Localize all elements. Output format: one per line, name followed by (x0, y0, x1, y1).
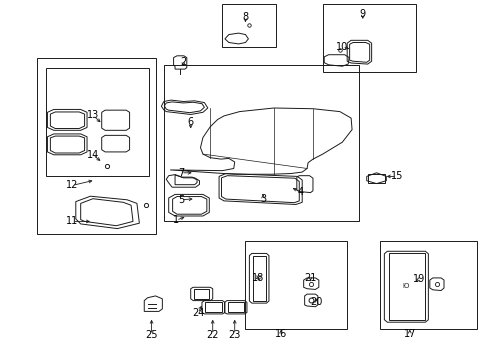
Text: 18: 18 (251, 273, 264, 283)
Text: 7: 7 (178, 168, 183, 178)
Text: 4: 4 (297, 186, 303, 197)
Text: 5: 5 (178, 195, 183, 205)
Text: 16: 16 (274, 329, 287, 339)
Text: 19: 19 (412, 274, 425, 284)
Text: 11: 11 (66, 216, 79, 226)
Text: 15: 15 (390, 171, 403, 181)
Text: 21: 21 (304, 273, 316, 283)
Text: 2: 2 (180, 57, 186, 67)
Text: 13: 13 (86, 110, 99, 120)
Text: IO: IO (401, 283, 409, 289)
Text: 1: 1 (173, 215, 179, 225)
Text: 9: 9 (359, 9, 365, 19)
Text: 3: 3 (260, 194, 265, 204)
Text: 6: 6 (187, 117, 193, 127)
Text: 12: 12 (66, 180, 79, 190)
Text: 10: 10 (335, 42, 348, 52)
Text: 14: 14 (86, 150, 99, 160)
Text: IO: IO (255, 275, 262, 280)
Text: 17: 17 (403, 329, 415, 339)
Text: 8: 8 (242, 12, 248, 22)
Text: 25: 25 (145, 330, 158, 340)
Text: 24: 24 (191, 308, 204, 318)
Text: 20: 20 (309, 297, 322, 307)
Text: 22: 22 (206, 330, 219, 340)
Text: 23: 23 (228, 330, 241, 340)
